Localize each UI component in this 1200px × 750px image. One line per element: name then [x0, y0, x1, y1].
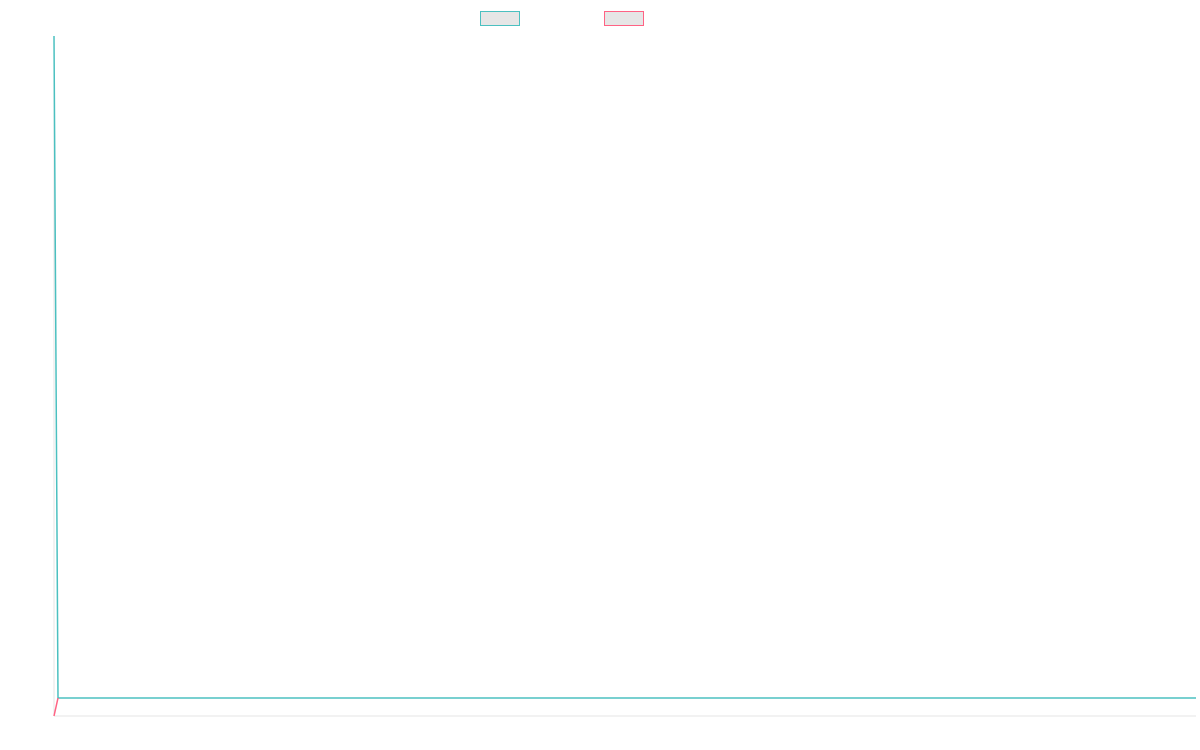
series-line-1: [53, 35, 1196, 699]
legend-swatch-series-1: [480, 10, 520, 26]
legend-item-series-1[interactable]: [480, 9, 526, 27]
series-line-2: [53, 697, 59, 717]
legend-swatch-series-2: [604, 10, 644, 26]
chart-legend: [0, 9, 1200, 27]
series-layer: [53, 35, 1196, 717]
legend-item-series-2[interactable]: [604, 9, 650, 27]
